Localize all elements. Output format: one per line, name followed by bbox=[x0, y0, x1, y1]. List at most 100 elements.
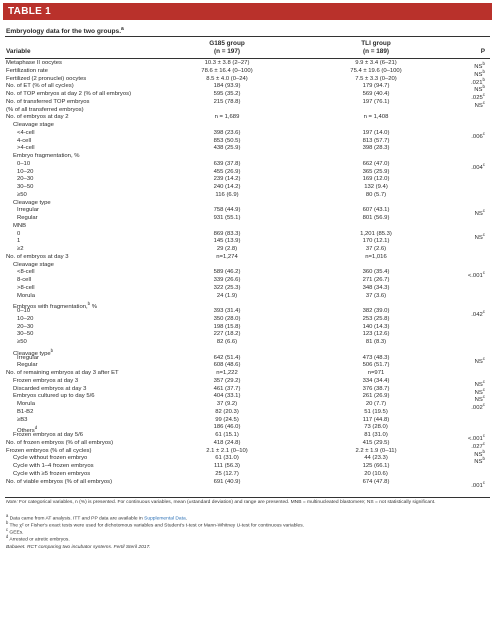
tli-value: 801 (56.9) bbox=[362, 215, 390, 221]
g185-value: 455 (26.9) bbox=[213, 168, 241, 175]
bottom-rule bbox=[5, 497, 490, 498]
g185-value: 227 (18.2) bbox=[213, 331, 241, 338]
row-label: B1-B2 bbox=[17, 408, 34, 415]
table-row: No. of embryos at day 2 n = 1,689 n = 1,40… bbox=[5, 114, 490, 122]
tli-header: TLI group (n = 189) bbox=[361, 40, 391, 55]
table-row: Cycle with ≥5 frozen embryos 25 (12.7) 20 … bbox=[5, 471, 490, 479]
row-label: MNB bbox=[13, 222, 27, 229]
tli-value: 81 (8.3) bbox=[365, 339, 387, 345]
table-row: Cycle with 1–4 frozen embryos 111 (56.3) 1… bbox=[5, 463, 490, 471]
p-value: NSb bbox=[474, 84, 485, 94]
tli-value: 376 (38.7) bbox=[362, 385, 390, 392]
g185-value: 198 (15.8) bbox=[213, 323, 241, 330]
table-row: Regular 608 (48.6) 506 (51.7) bbox=[5, 362, 490, 370]
tli-value: 132 (9.4) bbox=[364, 184, 388, 190]
table-row: 8-cell 339 (26.6) 271 (26.7) bbox=[5, 277, 490, 285]
row-label: >4-cell bbox=[17, 145, 35, 152]
p-value: .021b bbox=[471, 76, 485, 86]
row-label: Fertilized (2 pronuclei) oocytes bbox=[6, 75, 87, 82]
tli-value: 348 (34.3) bbox=[362, 284, 390, 291]
p-value: NSc bbox=[474, 231, 485, 241]
g185-value: 322 (25.3) bbox=[213, 284, 241, 291]
supplemental-data-link[interactable]: Supplemental Data bbox=[144, 516, 186, 522]
g185-value: 418 (24.8) bbox=[213, 439, 241, 446]
row-label: 0–10 bbox=[17, 160, 31, 167]
row-label: Frozen embryos (% of all cycles) bbox=[6, 447, 92, 454]
row-label: Regular bbox=[17, 215, 38, 221]
row-label: >8-cell bbox=[17, 284, 35, 291]
row-label: Morula bbox=[17, 292, 36, 299]
tli-value: 473 (48.3) bbox=[362, 354, 390, 361]
table-row: Cycle without frozen embryo 61 (31.0) 44 (… bbox=[5, 455, 490, 465]
table-row: (% of all transferred embryos) bbox=[5, 107, 490, 115]
row-label: Cleavage typeb bbox=[13, 347, 54, 357]
table-row: Discarded embryos at day 3 461 (37.7) 376 … bbox=[5, 385, 490, 396]
row-label: Othersd bbox=[17, 425, 38, 435]
row-label: 1 bbox=[17, 238, 21, 245]
row-label: ≥50 bbox=[17, 339, 27, 345]
g185-value: 595 (35.2) bbox=[213, 91, 241, 97]
table-row: Othersd 186 (46.0) 73 (28.0) bbox=[5, 424, 490, 434]
table-row: Fertilized (2 pronuclei) oocytes 8.5 ± 4.… bbox=[5, 75, 490, 86]
g185-value: 758 (44.9) bbox=[213, 207, 241, 214]
tli-value: 73 (28.0) bbox=[364, 424, 388, 431]
tli-value: 7.5 ± 3.3 (0–20) bbox=[355, 75, 397, 82]
g185-value: 931 (55.1) bbox=[213, 215, 241, 221]
table-row: >8-cell 322 (25.3) 348 (34.3) bbox=[5, 285, 490, 293]
row-label: Discarded embryos at day 3 bbox=[13, 385, 87, 392]
tli-value: 179 (94.7) bbox=[362, 83, 390, 90]
row-label: No. of transferred TOP embryos bbox=[6, 98, 90, 105]
table-row: 10–20 350 (28.0) 253 (25.8) bbox=[5, 316, 490, 324]
table-row: >4-cell 438 (25.9) 398 (28.3) bbox=[5, 145, 490, 153]
tli-value: 37 (2.6) bbox=[365, 246, 387, 252]
g185-value: n = 1,689 bbox=[214, 114, 240, 121]
tli-value: 569 (40.4) bbox=[362, 91, 390, 97]
row-label: No. of TOP embryos at day 2 (% of all em… bbox=[6, 91, 132, 97]
table-row: Irregular 758 (44.9) 607 (43.1) NSc bbox=[5, 207, 490, 217]
row-label: Fertilization rate bbox=[6, 67, 48, 74]
g185-value: 111 (56.3) bbox=[214, 463, 240, 469]
g185-value: n=1,274 bbox=[216, 253, 238, 260]
row-label: Embryos cultured up to day 5/6 bbox=[13, 393, 95, 400]
g185-value: 869 (83.3) bbox=[213, 230, 241, 237]
table-row: Cleavage type bbox=[5, 200, 490, 208]
table-row: Irregular 642 (51.4) 473 (48.3) NSc bbox=[5, 354, 490, 365]
table-row: MNB bbox=[5, 223, 490, 231]
footnote-d: d Arrested or atretic embryos. bbox=[6, 534, 70, 543]
row-label: Cleavage stage bbox=[13, 261, 54, 268]
row-label: No. of embryos at day 3 bbox=[6, 253, 69, 260]
p-value: NSb bbox=[474, 448, 485, 458]
p-value: NSc bbox=[474, 355, 485, 365]
g185-value: 461 (37.7) bbox=[213, 385, 241, 392]
top-rule bbox=[5, 36, 490, 37]
g185-value: 404 (33.1) bbox=[213, 393, 241, 400]
p-value: NSc bbox=[474, 208, 485, 218]
tli-value: 9.9 ± 3.4 (6–21) bbox=[355, 60, 397, 66]
table-row: 4-cell 853 (50.5) 813 (57.7) bbox=[5, 138, 490, 146]
tli-value: 398 (28.3) bbox=[362, 145, 390, 152]
p-value: NSc bbox=[474, 386, 485, 396]
table-row: 30–50 227 (18.2) 123 (12.6) bbox=[5, 331, 490, 339]
table-row: Frozen embryos (% of all cycles) 2.1 ± 2.… bbox=[5, 447, 490, 458]
header-rule bbox=[5, 58, 490, 59]
row-label: Irregular bbox=[17, 354, 39, 361]
g185-value: 239 (14.2) bbox=[213, 176, 241, 183]
tli-value: 334 (34.4) bbox=[362, 377, 390, 384]
g185-value: 78.6 ± 16.4 (0–100) bbox=[201, 67, 253, 74]
row-label: Frozen embryos at day 3 bbox=[13, 377, 79, 384]
g185-value: 61 (15.1) bbox=[215, 432, 239, 438]
row-label: 4-cell bbox=[17, 137, 32, 144]
g185-value: 215 (78.8) bbox=[213, 98, 241, 105]
g185-value: 145 (13.9) bbox=[213, 238, 241, 245]
tli-value: 125 (66.1) bbox=[362, 463, 390, 469]
tli-value: 360 (35.4) bbox=[362, 269, 390, 276]
p-value: <.001c bbox=[467, 270, 485, 280]
table-row: 10–20 455 (26.9) 365 (25.9) bbox=[5, 169, 490, 177]
tli-value: 365 (25.9) bbox=[362, 168, 390, 175]
tli-value: 261 (26.9) bbox=[362, 393, 390, 400]
table-row: Cleavage stage bbox=[5, 122, 490, 130]
p-value: .002c bbox=[471, 402, 485, 411]
row-label: Cleavage type bbox=[13, 199, 51, 206]
table-row: ≥B3 99 (24.5) 117 (44.8) bbox=[5, 417, 490, 425]
tli-value: 37 (3.6) bbox=[365, 292, 387, 299]
